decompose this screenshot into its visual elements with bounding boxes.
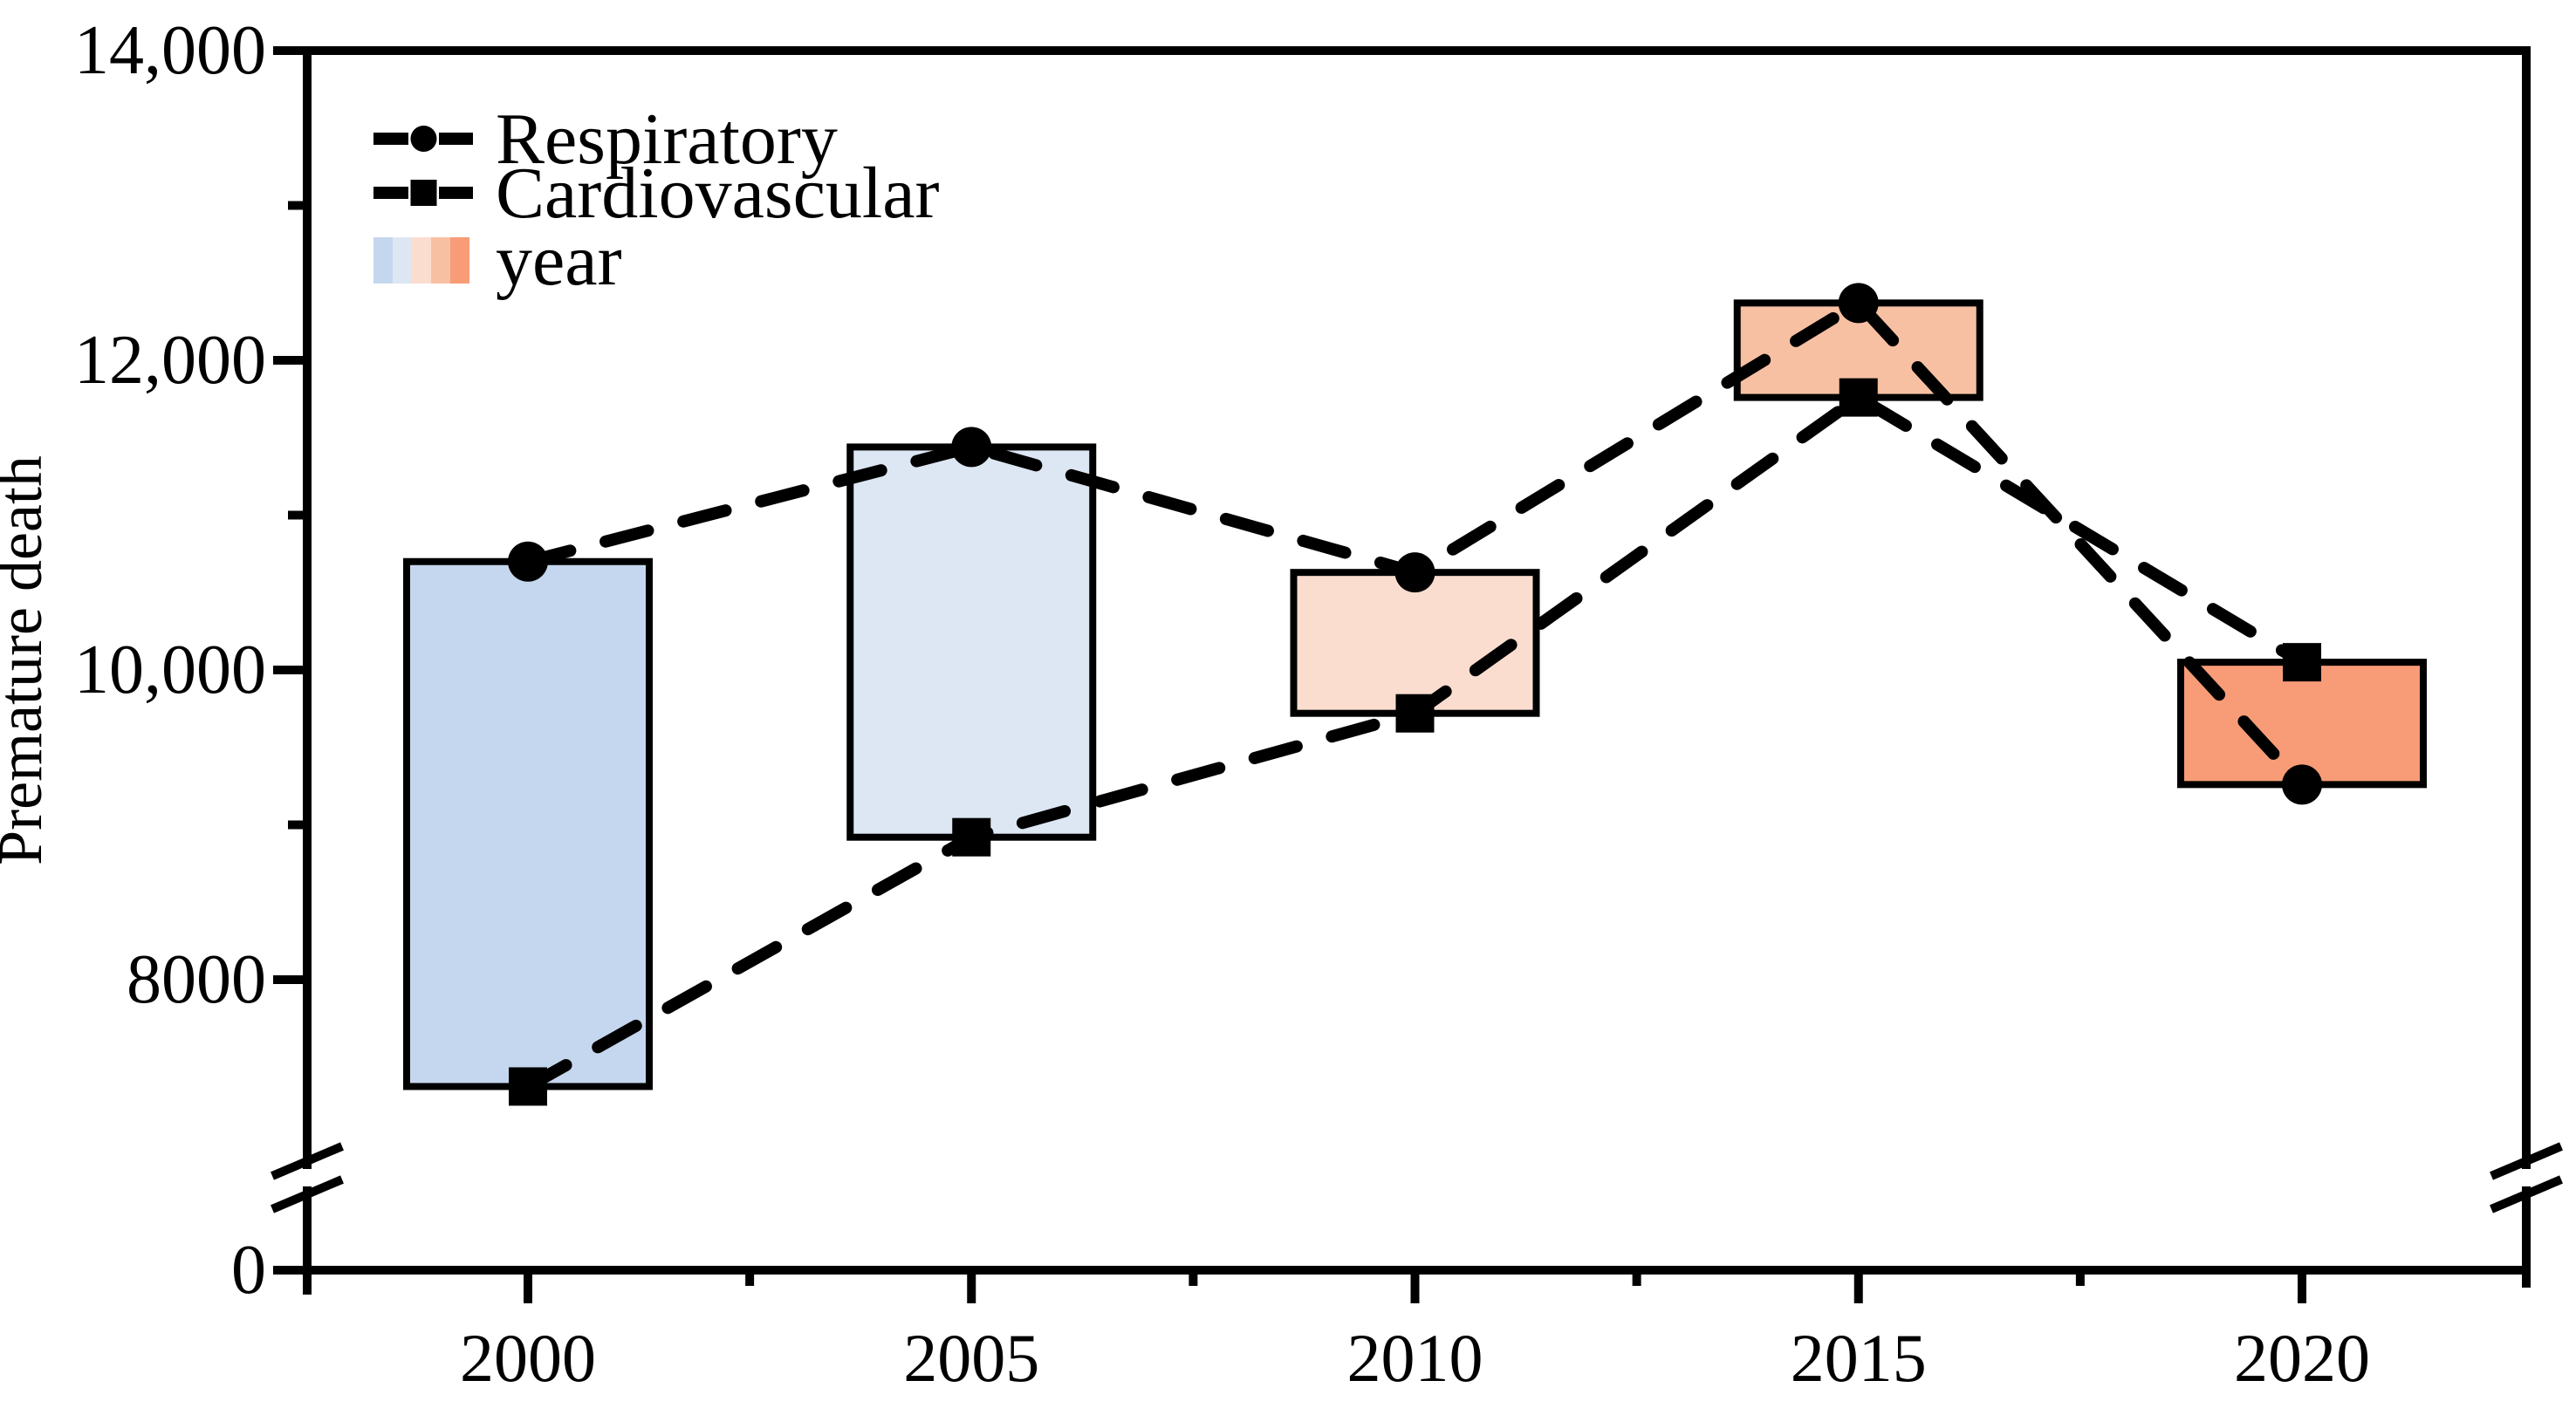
- legend-label-year: year: [496, 220, 622, 301]
- cardiovascular-marker-2010: [1395, 694, 1435, 733]
- respiratory-marker-2010: [1394, 552, 1435, 593]
- respiratory-marker-2015: [1838, 283, 1879, 324]
- axis-break-slash-icon: [2490, 1175, 2563, 1213]
- y-axis-title: Premature death: [0, 455, 55, 865]
- x-tick-label-2010: 2010: [1347, 1320, 1483, 1396]
- x-tick-label-2020: 2020: [2234, 1320, 2370, 1396]
- cardiovascular-marker-2015: [1839, 378, 1878, 417]
- year-range-bar-2010: [1290, 569, 1540, 717]
- year-range-bar-2000: [403, 557, 653, 1090]
- y-tick-label-0: 0: [231, 1232, 266, 1309]
- y-tick-label-14000: 14,000: [74, 12, 266, 89]
- axis-break-slash-icon: [271, 1142, 344, 1180]
- year-gradient-swatch-icon: [412, 237, 431, 284]
- series-markers-layer: [508, 283, 2322, 1106]
- cardiovascular-marker-2005: [952, 817, 991, 857]
- legend-item-cardiovascular: Cardiovascular: [373, 153, 939, 234]
- cardiovascular-marker-2000: [509, 1067, 547, 1106]
- year-gradient-swatch-icon: [373, 237, 393, 284]
- year-gradient-swatch-icon: [431, 237, 450, 284]
- year-gradient-swatch-icon: [450, 237, 469, 284]
- year-gradient-swatch-icon: [393, 237, 412, 284]
- ticks-and-labels-layer: 14,000 12,000 10,000 8000 0 2000 2005 2010 2015 2…: [74, 12, 2370, 1396]
- legend-label-cardiovascular: Cardiovascular: [496, 153, 939, 234]
- legend: Respiratory Cardiovascular year: [373, 99, 939, 301]
- cardiovascular-marker-2020: [2283, 643, 2321, 682]
- legend-item-respiratory: Respiratory: [373, 99, 838, 180]
- y-tick-label-12000: 12,000: [74, 322, 266, 399]
- x-tick-label-2000: 2000: [460, 1320, 596, 1396]
- square-marker-icon: [410, 180, 437, 206]
- x-tick-label-2005: 2005: [903, 1320, 1039, 1396]
- circle-marker-icon: [410, 126, 437, 152]
- cardiovascular-line: [522, 390, 2308, 1093]
- y-tick-label-8000: 8000: [127, 941, 266, 1018]
- year-range-bar-2005: [846, 443, 1097, 841]
- respiratory-marker-2000: [508, 541, 548, 582]
- axis-break-slash-icon: [271, 1175, 344, 1213]
- axis-break-slash-icon: [2490, 1142, 2563, 1180]
- legend-label-respiratory: Respiratory: [496, 99, 838, 180]
- y-tick-label-10000: 10,000: [74, 632, 266, 708]
- axes-layer: [271, 46, 2563, 1295]
- x-tick-label-2015: 2015: [1791, 1320, 1927, 1396]
- legend-item-year: year: [373, 220, 622, 301]
- respiratory-marker-2005: [951, 427, 992, 468]
- respiratory-marker-2020: [2282, 764, 2322, 805]
